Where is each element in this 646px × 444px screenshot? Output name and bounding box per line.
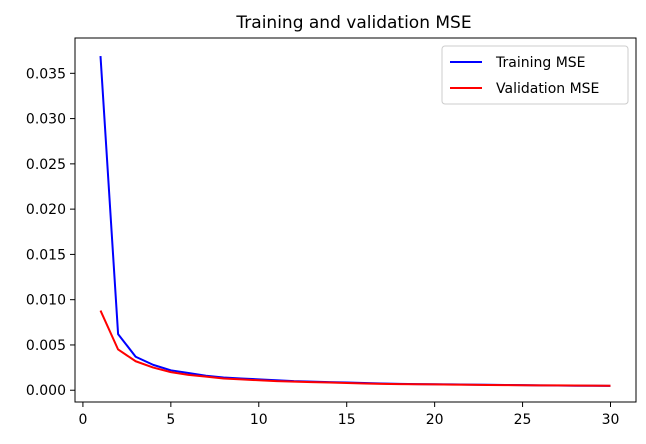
x-tick-label: 25 (514, 412, 532, 428)
y-tick-label: 0.025 (26, 157, 66, 173)
plot-area (74, 37, 637, 403)
x-tick-label: 15 (338, 412, 356, 428)
y-tick-label: 0.035 (26, 66, 66, 82)
x-tick-label: 10 (250, 412, 268, 428)
y-tick-label: 0.020 (26, 202, 66, 218)
y-tick-label: 0.005 (26, 338, 66, 354)
x-tick-label: 5 (166, 412, 175, 428)
plot-frame (74, 37, 637, 403)
x-axis: 0 5 10 15 20 25 30 (78, 402, 619, 428)
y-axis: 0.000 0.005 0.010 0.015 0.020 0.025 0.030 0.035 (26, 66, 75, 399)
x-tick-label: 0 (78, 412, 87, 428)
series-line-training-mse (99, 56, 611, 387)
legend-label: Training MSE (495, 55, 586, 71)
y-tick-label: 0.010 (26, 293, 66, 309)
series-line-validation-mse (99, 310, 611, 387)
legend-box (441, 45, 629, 105)
y-tick-label: 0.030 (26, 112, 66, 128)
legend: Training MSE Validation MSE (441, 45, 629, 105)
y-tick-label: 0.015 (26, 247, 66, 263)
x-tick-label: 20 (426, 412, 444, 428)
legend-label: Validation MSE (496, 81, 599, 97)
chart-title: Training and validation MSE (235, 13, 471, 33)
y-tick-label: 0.000 (26, 383, 66, 399)
x-tick-label: 30 (602, 412, 620, 428)
